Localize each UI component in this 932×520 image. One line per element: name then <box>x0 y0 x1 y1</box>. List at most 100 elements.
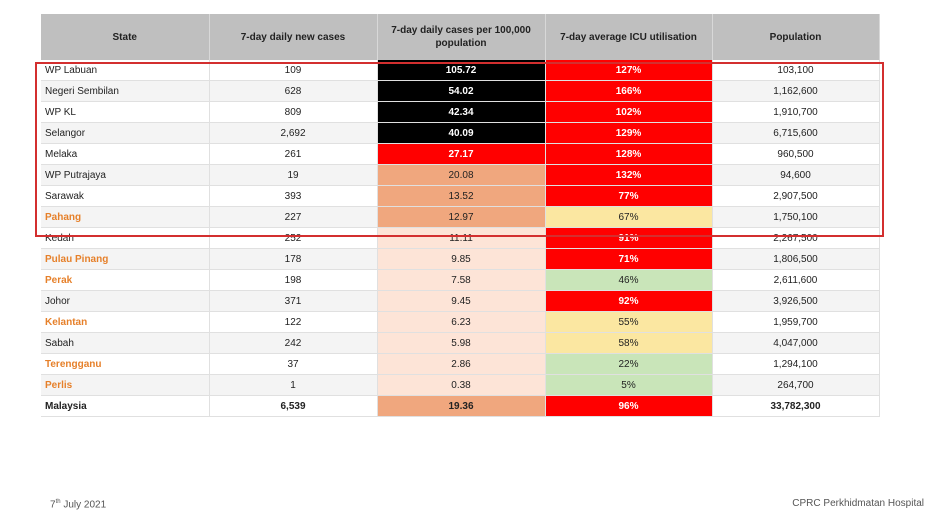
state-cell: Perak <box>41 269 210 291</box>
state-cell: Malaysia <box>41 395 210 417</box>
population-cell: 6,715,600 <box>712 122 880 144</box>
header-population: Population <box>712 14 880 60</box>
table-row: Kedah 252 11.11 91% 2,267,500 <box>41 227 880 249</box>
table-row: WP Putrajaya 19 20.08 132% 94,600 <box>41 164 880 186</box>
cases-cell: 6,539 <box>209 395 378 417</box>
cases-cell: 1 <box>209 374 378 396</box>
icu-cell: 132% <box>545 164 713 186</box>
table-row: Pulau Pinang 178 9.85 71% 1,806,500 <box>41 248 880 270</box>
cases-cell: 393 <box>209 185 378 207</box>
population-cell: 1,806,500 <box>712 248 880 270</box>
rate-cell: 12.97 <box>377 206 546 228</box>
cases-cell: 2,692 <box>209 122 378 144</box>
cases-cell: 37 <box>209 353 378 375</box>
population-cell: 2,611,600 <box>712 269 880 291</box>
rate-cell: 6.23 <box>377 311 546 333</box>
rate-cell: 40.09 <box>377 122 546 144</box>
rate-cell: 42.34 <box>377 101 546 123</box>
table-row: Pahang 227 12.97 67% 1,750,100 <box>41 206 880 228</box>
population-cell: 2,907,500 <box>712 185 880 207</box>
population-cell: 3,926,500 <box>712 290 880 312</box>
population-cell: 264,700 <box>712 374 880 396</box>
state-cell: WP Labuan <box>41 60 210 81</box>
cases-cell: 109 <box>209 60 378 81</box>
state-cell: Pahang <box>41 206 210 228</box>
table-row: Johor 371 9.45 92% 3,926,500 <box>41 290 880 312</box>
population-cell: 1,750,100 <box>712 206 880 228</box>
icu-cell: 96% <box>545 395 713 417</box>
icu-cell: 5% <box>545 374 713 396</box>
icu-cell: 129% <box>545 122 713 144</box>
cases-cell: 809 <box>209 101 378 123</box>
cases-cell: 261 <box>209 143 378 165</box>
icu-cell: 67% <box>545 206 713 228</box>
rate-cell: 2.86 <box>377 353 546 375</box>
population-cell: 1,959,700 <box>712 311 880 333</box>
population-cell: 2,267,500 <box>712 227 880 249</box>
state-cell: WP Putrajaya <box>41 164 210 186</box>
covid-state-table-wrapper: State 7-day daily new cases 7-day daily … <box>41 14 880 417</box>
table-header-row: State 7-day daily new cases 7-day daily … <box>41 14 880 60</box>
icu-cell: 127% <box>545 60 713 81</box>
rate-cell: 9.45 <box>377 290 546 312</box>
state-cell: Johor <box>41 290 210 312</box>
header-icu-utilisation: 7-day average ICU utilisation <box>545 14 713 60</box>
icu-cell: 92% <box>545 290 713 312</box>
population-cell: 33,782,300 <box>712 395 880 417</box>
state-cell: WP KL <box>41 101 210 123</box>
date-rest: July 2021 <box>60 499 107 511</box>
population-cell: 94,600 <box>712 164 880 186</box>
icu-cell: 166% <box>545 80 713 102</box>
covid-state-table: State 7-day daily new cases 7-day daily … <box>41 14 880 417</box>
rate-cell: 5.98 <box>377 332 546 354</box>
table-body: WP Labuan 109 105.72 127% 103,100 Negeri Semb… <box>41 60 880 417</box>
table-row: WP Labuan 109 105.72 127% 103,100 <box>41 60 880 81</box>
table-row: Sarawak 393 13.52 77% 2,907,500 <box>41 185 880 207</box>
cases-cell: 227 <box>209 206 378 228</box>
rate-cell: 7.58 <box>377 269 546 291</box>
icu-cell: 71% <box>545 248 713 270</box>
icu-cell: 58% <box>545 332 713 354</box>
state-cell: Terengganu <box>41 353 210 375</box>
table-row: Perlis 1 0.38 5% 264,700 <box>41 374 880 396</box>
population-cell: 1,294,100 <box>712 353 880 375</box>
rate-cell: 54.02 <box>377 80 546 102</box>
state-cell: Sarawak <box>41 185 210 207</box>
icu-cell: 55% <box>545 311 713 333</box>
rate-cell: 20.08 <box>377 164 546 186</box>
population-cell: 1,910,700 <box>712 101 880 123</box>
table-row: WP KL 809 42.34 102% 1,910,700 <box>41 101 880 123</box>
date-suffix: th <box>55 499 61 505</box>
state-cell: Negeri Sembilan <box>41 80 210 102</box>
rate-cell: 13.52 <box>377 185 546 207</box>
rate-cell: 11.11 <box>377 227 546 249</box>
cases-cell: 242 <box>209 332 378 354</box>
state-cell: Perlis <box>41 374 210 396</box>
rate-cell: 19.36 <box>377 395 546 417</box>
cases-cell: 252 <box>209 227 378 249</box>
table-row: Sabah 242 5.98 58% 4,047,000 <box>41 332 880 354</box>
rate-cell: 27.17 <box>377 143 546 165</box>
cases-cell: 628 <box>209 80 378 102</box>
state-cell: Pulau Pinang <box>41 248 210 270</box>
icu-cell: 91% <box>545 227 713 249</box>
header-new-cases: 7-day daily new cases <box>209 14 378 60</box>
rate-cell: 9.85 <box>377 248 546 270</box>
footer-organization: CPRC Perkhidmatan Hospital <box>792 498 924 509</box>
rate-cell: 105.72 <box>377 60 546 81</box>
header-cases-per-100k: 7-day daily cases per 100,000 population <box>377 14 546 60</box>
table-row: Kelantan 122 6.23 55% 1,959,700 <box>41 311 880 333</box>
state-cell: Kedah <box>41 227 210 249</box>
cases-cell: 19 <box>209 164 378 186</box>
cases-cell: 371 <box>209 290 378 312</box>
cases-cell: 198 <box>209 269 378 291</box>
population-cell: 1,162,600 <box>712 80 880 102</box>
icu-cell: 77% <box>545 185 713 207</box>
icu-cell: 22% <box>545 353 713 375</box>
icu-cell: 128% <box>545 143 713 165</box>
icu-cell: 46% <box>545 269 713 291</box>
rate-cell: 0.38 <box>377 374 546 396</box>
population-cell: 103,100 <box>712 60 880 81</box>
icu-cell: 102% <box>545 101 713 123</box>
table-row: Selangor 2,692 40.09 129% 6,715,600 <box>41 122 880 144</box>
